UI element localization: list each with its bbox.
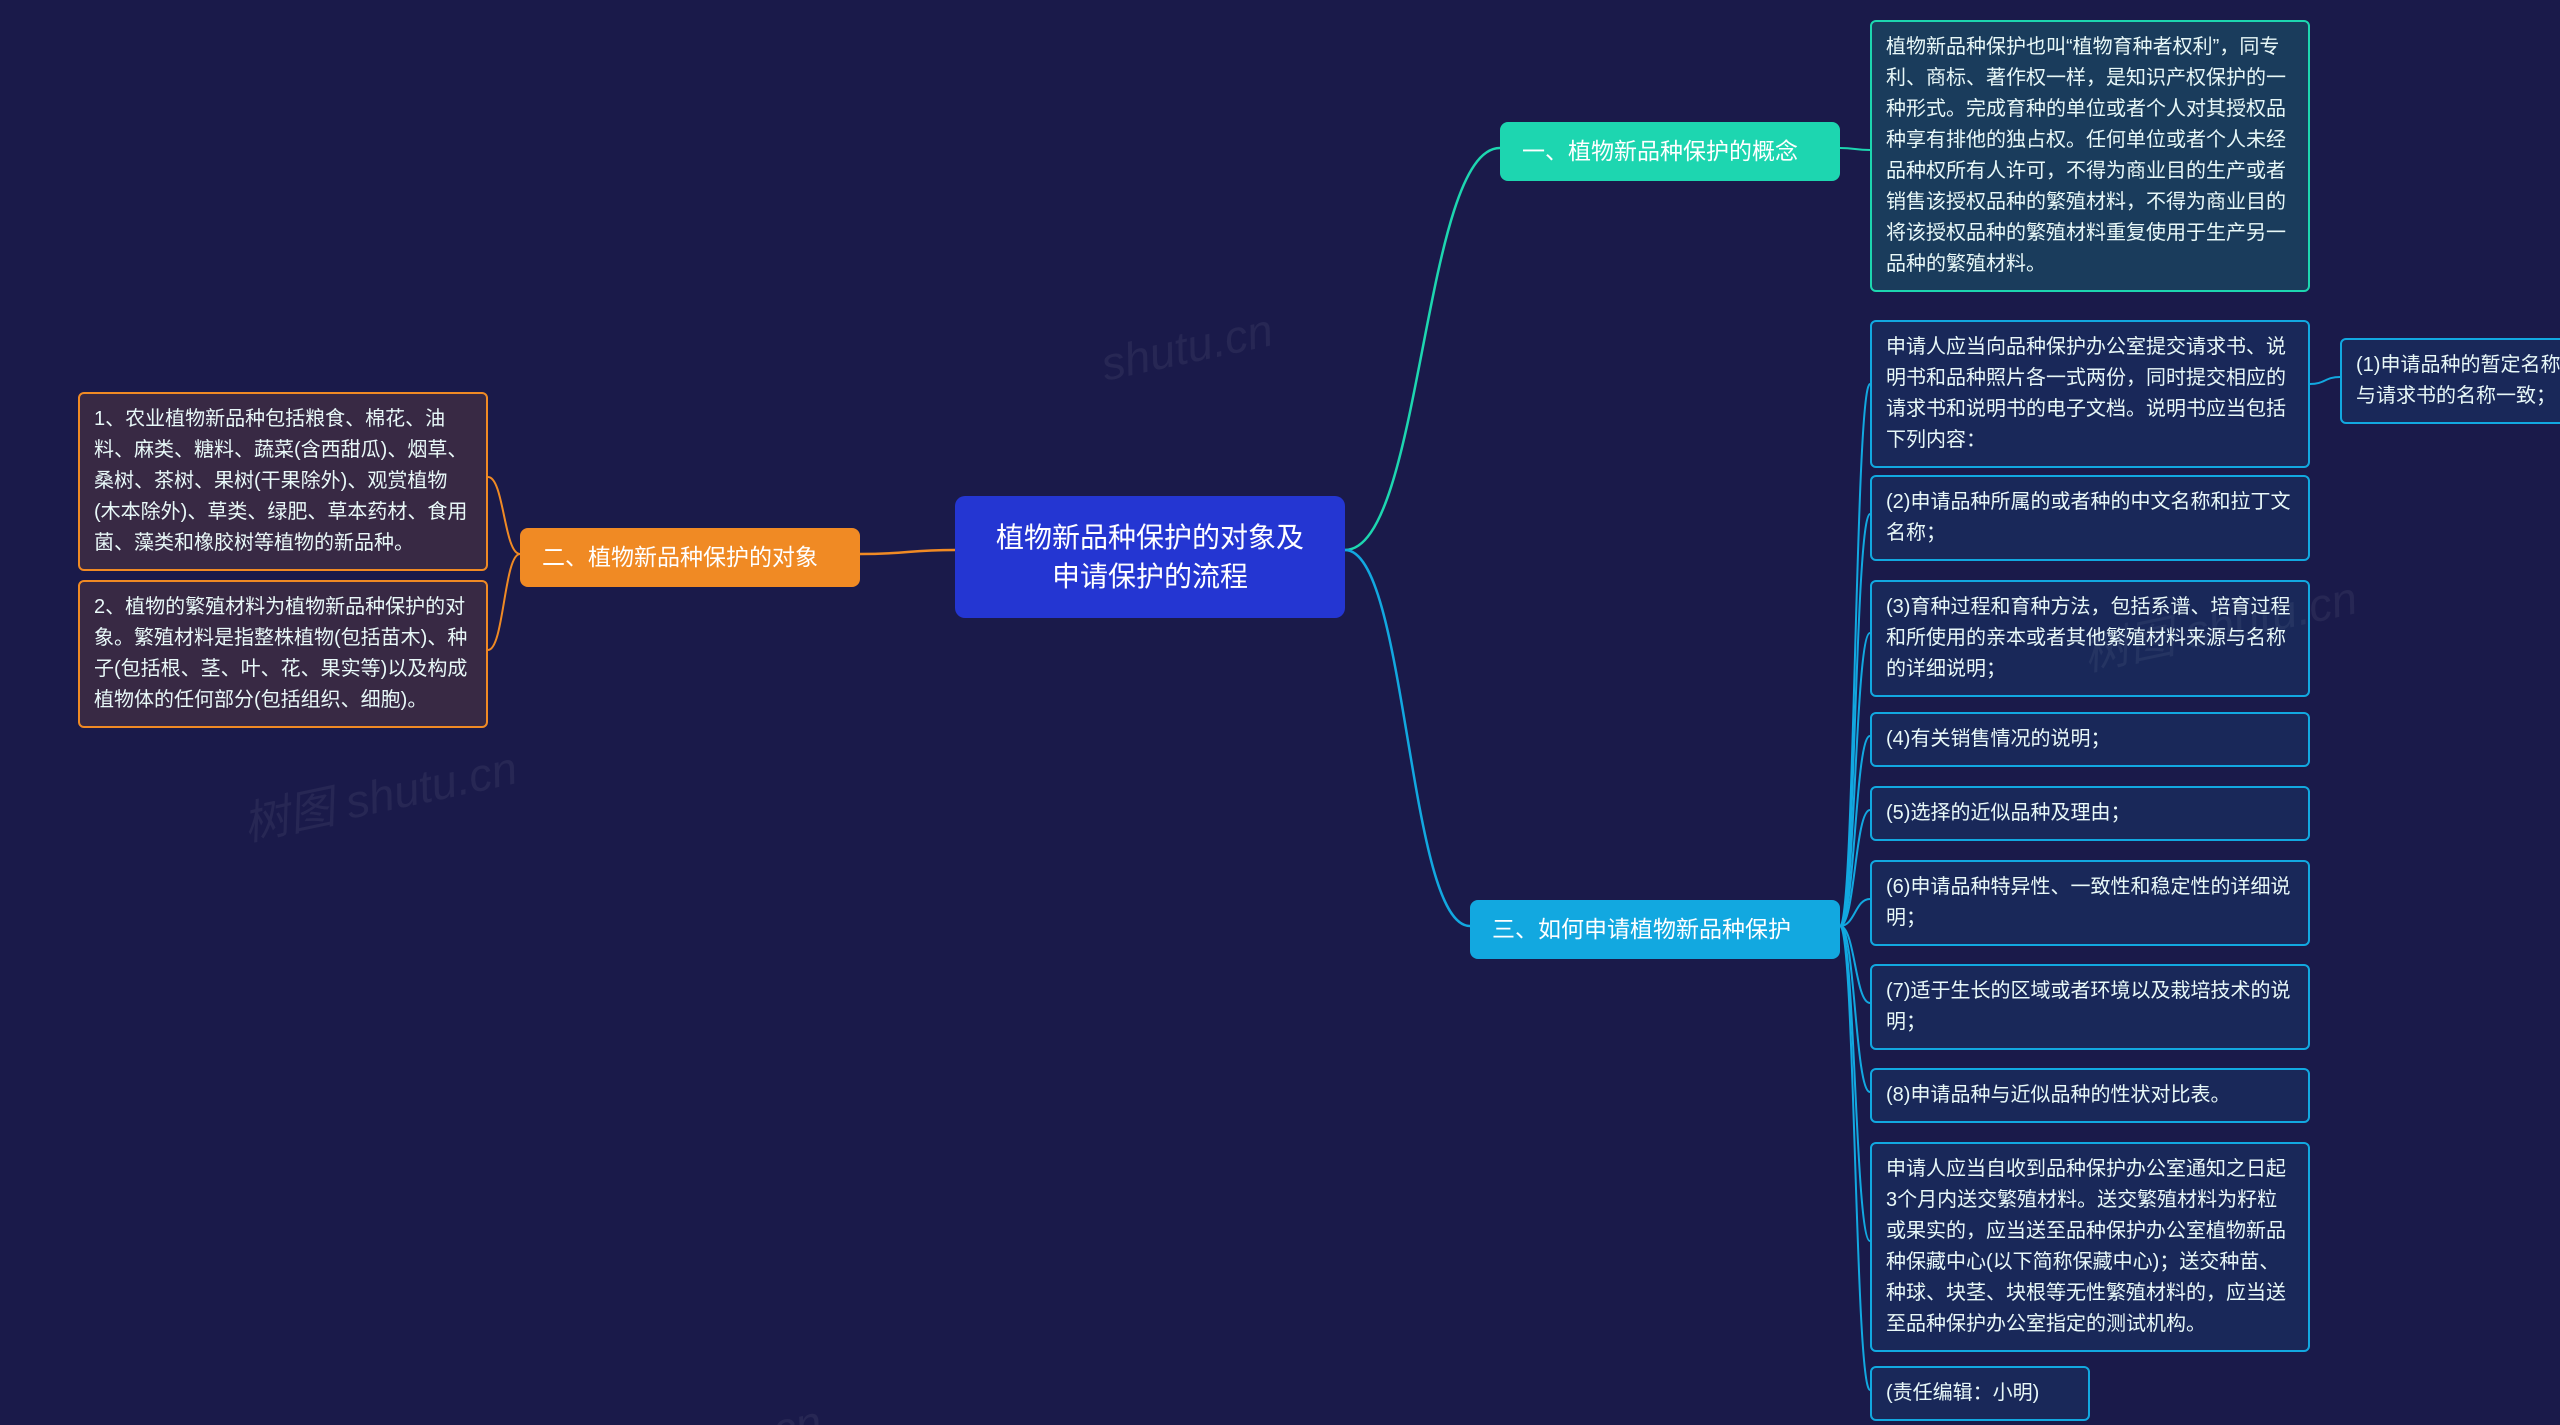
leaf-text: 申请人应当自收到品种保护办公室通知之日起3个月内送交繁殖材料。送交繁殖材料为籽粒… xyxy=(1886,1158,2286,1335)
leaf-node[interactable]: (3)育种过程和育种方法，包括系谱、培育过程和所使用的亲本或者其他繁殖材料来源与… xyxy=(1870,580,2310,697)
leaf-text: 1、农业植物新品种包括粮食、棉花、油料、麻类、糖料、蔬菜(含西甜瓜)、烟草、桑树… xyxy=(94,408,467,554)
leaf-node[interactable]: 植物新品种保护也叫“植物育种者权利”，同专利、商标、著作权一样，是知识产权保护的… xyxy=(1870,20,2310,292)
leaf-node[interactable]: 1、农业植物新品种包括粮食、棉花、油料、麻类、糖料、蔬菜(含西甜瓜)、烟草、桑树… xyxy=(78,392,488,571)
leaf-text: (6)申请品种特异性、一致性和稳定性的详细说明； xyxy=(1886,876,2290,929)
leaf-node[interactable]: (责任编辑：小明) xyxy=(1870,1366,2090,1421)
leaf-node[interactable]: (2)申请品种所属的或者种的中文名称和拉丁文名称； xyxy=(1870,475,2310,561)
leaf-text: 2、植物的繁殖材料为植物新品种保护的对象。繁殖材料是指整株植物(包括苗木)、种子… xyxy=(94,596,467,711)
leaf-node[interactable]: (6)申请品种特异性、一致性和稳定性的详细说明； xyxy=(1870,860,2310,946)
leaf-text: (5)选择的近似品种及理由； xyxy=(1886,802,2130,824)
leaf-text: (7)适于生长的区域或者环境以及栽培技术的说明； xyxy=(1886,980,2290,1033)
branch-b1[interactable]: 一、植物新品种保护的概念 xyxy=(1500,122,1840,181)
leaf-text: 申请人应当向品种保护办公室提交请求书、说明书和品种照片各一式两份，同时提交相应的… xyxy=(1886,336,2286,451)
leaf-node[interactable]: (5)选择的近似品种及理由； xyxy=(1870,786,2310,841)
branch-b2[interactable]: 二、植物新品种保护的对象 xyxy=(520,528,860,587)
leaf-child-node[interactable]: (1)申请品种的暂定名称，该名称应当与请求书的名称一致； xyxy=(2340,338,2560,424)
leaf-text: (责任编辑：小明) xyxy=(1886,1382,2039,1404)
leaf-child-text: (1)申请品种的暂定名称，该名称应当与请求书的名称一致； xyxy=(2356,354,2560,407)
branch-b3[interactable]: 三、如何申请植物新品种保护 xyxy=(1470,900,1840,959)
leaf-node[interactable]: 申请人应当向品种保护办公室提交请求书、说明书和品种照片各一式两份，同时提交相应的… xyxy=(1870,320,2310,468)
leaf-text: (2)申请品种所属的或者种的中文名称和拉丁文名称； xyxy=(1886,491,2290,544)
leaf-text: (3)育种过程和育种方法，包括系谱、培育过程和所使用的亲本或者其他繁殖材料来源与… xyxy=(1886,596,2290,680)
leaf-node[interactable]: 2、植物的繁殖材料为植物新品种保护的对象。繁殖材料是指整株植物(包括苗木)、种子… xyxy=(78,580,488,728)
branch-label: 一、植物新品种保护的概念 xyxy=(1522,138,1798,164)
leaf-node[interactable]: (4)有关销售情况的说明； xyxy=(1870,712,2310,767)
leaf-text: 植物新品种保护也叫“植物育种者权利”，同专利、商标、著作权一样，是知识产权保护的… xyxy=(1886,36,2286,275)
leaf-node[interactable]: (8)申请品种与近似品种的性状对比表。 xyxy=(1870,1068,2310,1123)
branch-label: 三、如何申请植物新品种保护 xyxy=(1492,916,1791,942)
leaf-text: (8)申请品种与近似品种的性状对比表。 xyxy=(1886,1084,2230,1106)
watermark: .cn xyxy=(755,1394,826,1425)
leaf-node[interactable]: (7)适于生长的区域或者环境以及栽培技术的说明； xyxy=(1870,964,2310,1050)
leaf-text: (4)有关销售情况的说明； xyxy=(1886,728,2110,750)
watermark: shutu.cn xyxy=(1096,303,1277,392)
branch-label: 二、植物新品种保护的对象 xyxy=(542,544,818,570)
center-topic-label: 植物新品种保护的对象及 申请保护的流程 xyxy=(996,522,1304,592)
leaf-node[interactable]: 申请人应当自收到品种保护办公室通知之日起3个月内送交繁殖材料。送交繁殖材料为籽粒… xyxy=(1870,1142,2310,1352)
watermark: 树图 shutu.cn xyxy=(236,732,522,855)
center-topic[interactable]: 植物新品种保护的对象及 申请保护的流程 xyxy=(955,496,1345,618)
